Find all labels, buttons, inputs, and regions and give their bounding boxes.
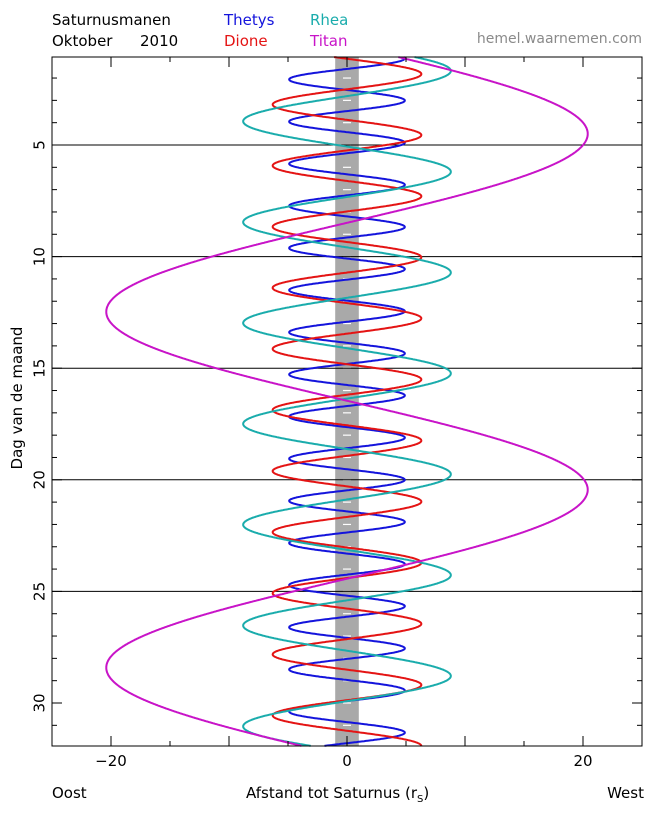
series-titan-line [105, 56, 589, 747]
y-tick-label: 5 [31, 140, 49, 150]
y-tick-label: 20 [31, 470, 49, 489]
y-tick-label: 15 [31, 359, 49, 378]
legend-dione: Dione [224, 32, 268, 50]
x-tick-label: 0 [342, 752, 352, 770]
y-tick-label: 10 [31, 247, 49, 266]
chart-title: Saturnusmanen [52, 11, 171, 29]
y-tick-label: 25 [31, 582, 49, 601]
y-tick-label: 30 [31, 693, 49, 712]
x-axis-title: Afstand tot Saturnus (rS) [246, 784, 430, 805]
legend-titan: Titan [310, 32, 348, 50]
x-right-label: West [607, 784, 644, 802]
chart-year: 2010 [140, 32, 179, 50]
series-rhea-line [242, 56, 452, 747]
y-axis-title: Dag van de maand [8, 326, 26, 470]
source-label: hemel.waarnemen.com [476, 31, 642, 47]
series-dione-line [271, 56, 423, 747]
x-tick-label: −20 [95, 752, 127, 770]
x-tick-label: 20 [573, 752, 592, 770]
legend-rhea: Rhea [310, 11, 349, 29]
legend-thetys: Thetys [224, 11, 275, 29]
x-left-label: Oost [52, 784, 87, 802]
chart-month: Oktober [52, 32, 113, 50]
series-thetys-line [288, 56, 406, 747]
